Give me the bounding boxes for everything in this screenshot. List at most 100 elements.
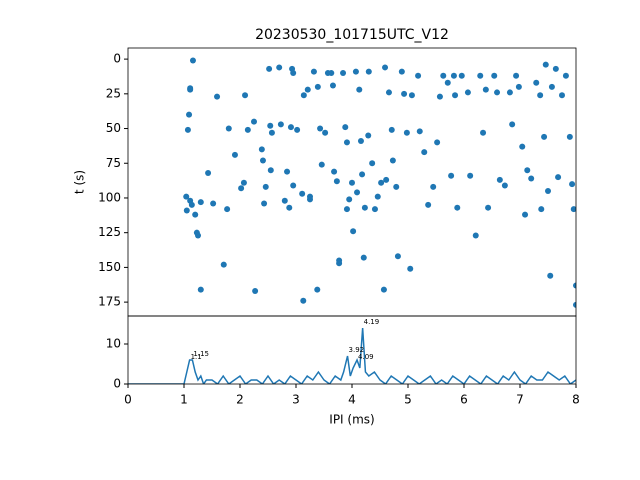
point — [294, 126, 301, 133]
point — [287, 124, 294, 131]
point — [322, 129, 329, 136]
point — [482, 86, 489, 93]
x-axis-label: IPI (ms) — [329, 413, 374, 427]
point — [542, 61, 549, 68]
point — [552, 65, 559, 72]
point — [183, 193, 190, 200]
x-tick-label: 4 — [348, 393, 356, 407]
point — [403, 129, 410, 136]
point — [380, 286, 387, 293]
x-tick-label: 5 — [404, 393, 412, 407]
point — [290, 69, 297, 76]
point — [356, 86, 363, 93]
point — [454, 204, 461, 211]
annotation: 1.15 — [193, 350, 209, 358]
point — [252, 288, 259, 295]
point — [210, 200, 217, 207]
point — [197, 286, 204, 293]
point — [559, 92, 565, 99]
point — [290, 182, 297, 189]
point — [383, 176, 390, 183]
point — [425, 201, 432, 208]
point — [430, 183, 437, 190]
point — [569, 181, 576, 188]
y-tick-label: 10 — [106, 337, 121, 351]
point — [541, 133, 548, 140]
point — [304, 86, 311, 93]
point — [528, 175, 535, 182]
point — [480, 129, 487, 136]
annotation: 3.92 — [349, 346, 365, 354]
point — [214, 93, 221, 100]
point — [566, 133, 573, 140]
point — [186, 111, 193, 118]
point — [284, 168, 291, 175]
point — [448, 172, 455, 179]
point — [398, 68, 405, 75]
point — [357, 138, 364, 145]
point — [382, 64, 389, 71]
point — [533, 79, 540, 86]
point — [314, 83, 321, 90]
point — [307, 196, 313, 203]
point — [440, 72, 447, 79]
point — [329, 82, 336, 89]
point — [513, 72, 520, 79]
point — [189, 57, 196, 64]
y-tick-label: 100 — [98, 190, 121, 204]
point — [276, 64, 283, 71]
point — [352, 68, 359, 75]
point — [434, 139, 441, 146]
x-tick-label: 6 — [460, 393, 468, 407]
annotation: 1.1 — [191, 353, 202, 361]
point — [195, 232, 201, 239]
point — [408, 92, 415, 99]
point — [548, 83, 555, 90]
point — [385, 89, 392, 96]
y-tick-label: 0 — [113, 377, 121, 391]
point — [340, 69, 347, 76]
point — [555, 174, 562, 181]
point — [354, 189, 361, 196]
point — [267, 122, 274, 129]
point — [378, 179, 385, 186]
point — [281, 197, 288, 204]
point — [251, 118, 257, 125]
point — [220, 261, 227, 268]
point — [416, 128, 423, 135]
point — [444, 79, 451, 86]
point — [349, 179, 355, 186]
point — [259, 157, 266, 164]
point — [224, 206, 231, 213]
y-tick-label: 125 — [98, 225, 121, 239]
point — [343, 206, 350, 213]
y-tick-label: 175 — [98, 295, 121, 309]
chart-title: 20230530_101715UTC_V12 — [255, 27, 449, 43]
y-tick-label: 25 — [106, 86, 121, 100]
point — [342, 124, 349, 131]
point — [519, 143, 526, 150]
point — [258, 146, 265, 153]
x-tick-label: 8 — [572, 393, 580, 407]
point — [343, 139, 350, 146]
point — [501, 182, 508, 189]
point — [522, 211, 529, 218]
axes-frame — [127, 315, 577, 385]
y-tick-label: 150 — [98, 260, 121, 274]
point — [537, 92, 544, 99]
point — [244, 126, 251, 133]
point — [238, 185, 245, 192]
point — [389, 157, 396, 164]
point — [261, 200, 268, 207]
point — [506, 89, 513, 96]
y-tick-label: 50 — [106, 121, 121, 135]
point — [317, 125, 324, 132]
point — [346, 196, 353, 203]
point — [401, 90, 408, 97]
point — [268, 129, 275, 136]
y-tick-label: 0 — [113, 52, 121, 66]
point — [267, 167, 274, 174]
point — [394, 253, 401, 260]
point — [524, 167, 531, 174]
